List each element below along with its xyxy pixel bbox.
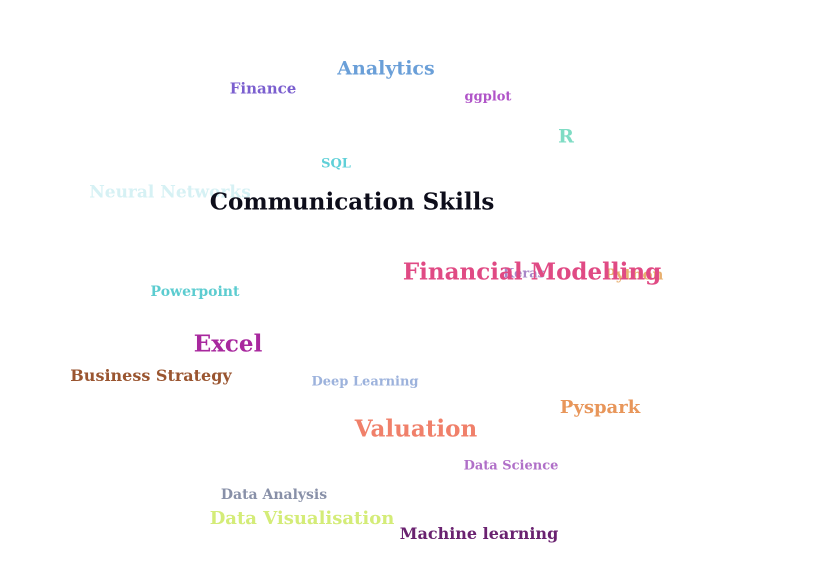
word-communication-skills: Communication Skills — [209, 188, 495, 216]
word-pyspark: Pyspark — [559, 397, 641, 418]
word-data-analysis: Data Analysis — [220, 487, 328, 503]
word-sql: SQL — [321, 156, 351, 172]
word-r: R — [558, 125, 574, 148]
word-data-science: Data Science — [463, 458, 559, 474]
word-excel: Excel — [193, 330, 263, 358]
word-deep-learning: Deep Learning — [311, 374, 419, 390]
word-neural-networks: Neural Networks — [89, 182, 251, 203]
word-valuation: Valuation — [354, 415, 478, 443]
word-analytics: Analytics — [337, 57, 435, 80]
word-powerpoint: Powerpoint — [150, 284, 240, 300]
word-machine-learning: Machine learning — [399, 524, 559, 543]
word-business-strategy: Business Strategy — [70, 366, 232, 385]
word-financial-modelling: Financial Modelling — [402, 258, 662, 286]
word-ggplot: ggplot — [464, 89, 512, 105]
word-data-visualisation: Data Visualisation — [209, 508, 395, 529]
word-python: Python — [604, 265, 664, 284]
word-keras: Keras — [503, 266, 545, 282]
word-finance: Finance — [229, 79, 297, 98]
